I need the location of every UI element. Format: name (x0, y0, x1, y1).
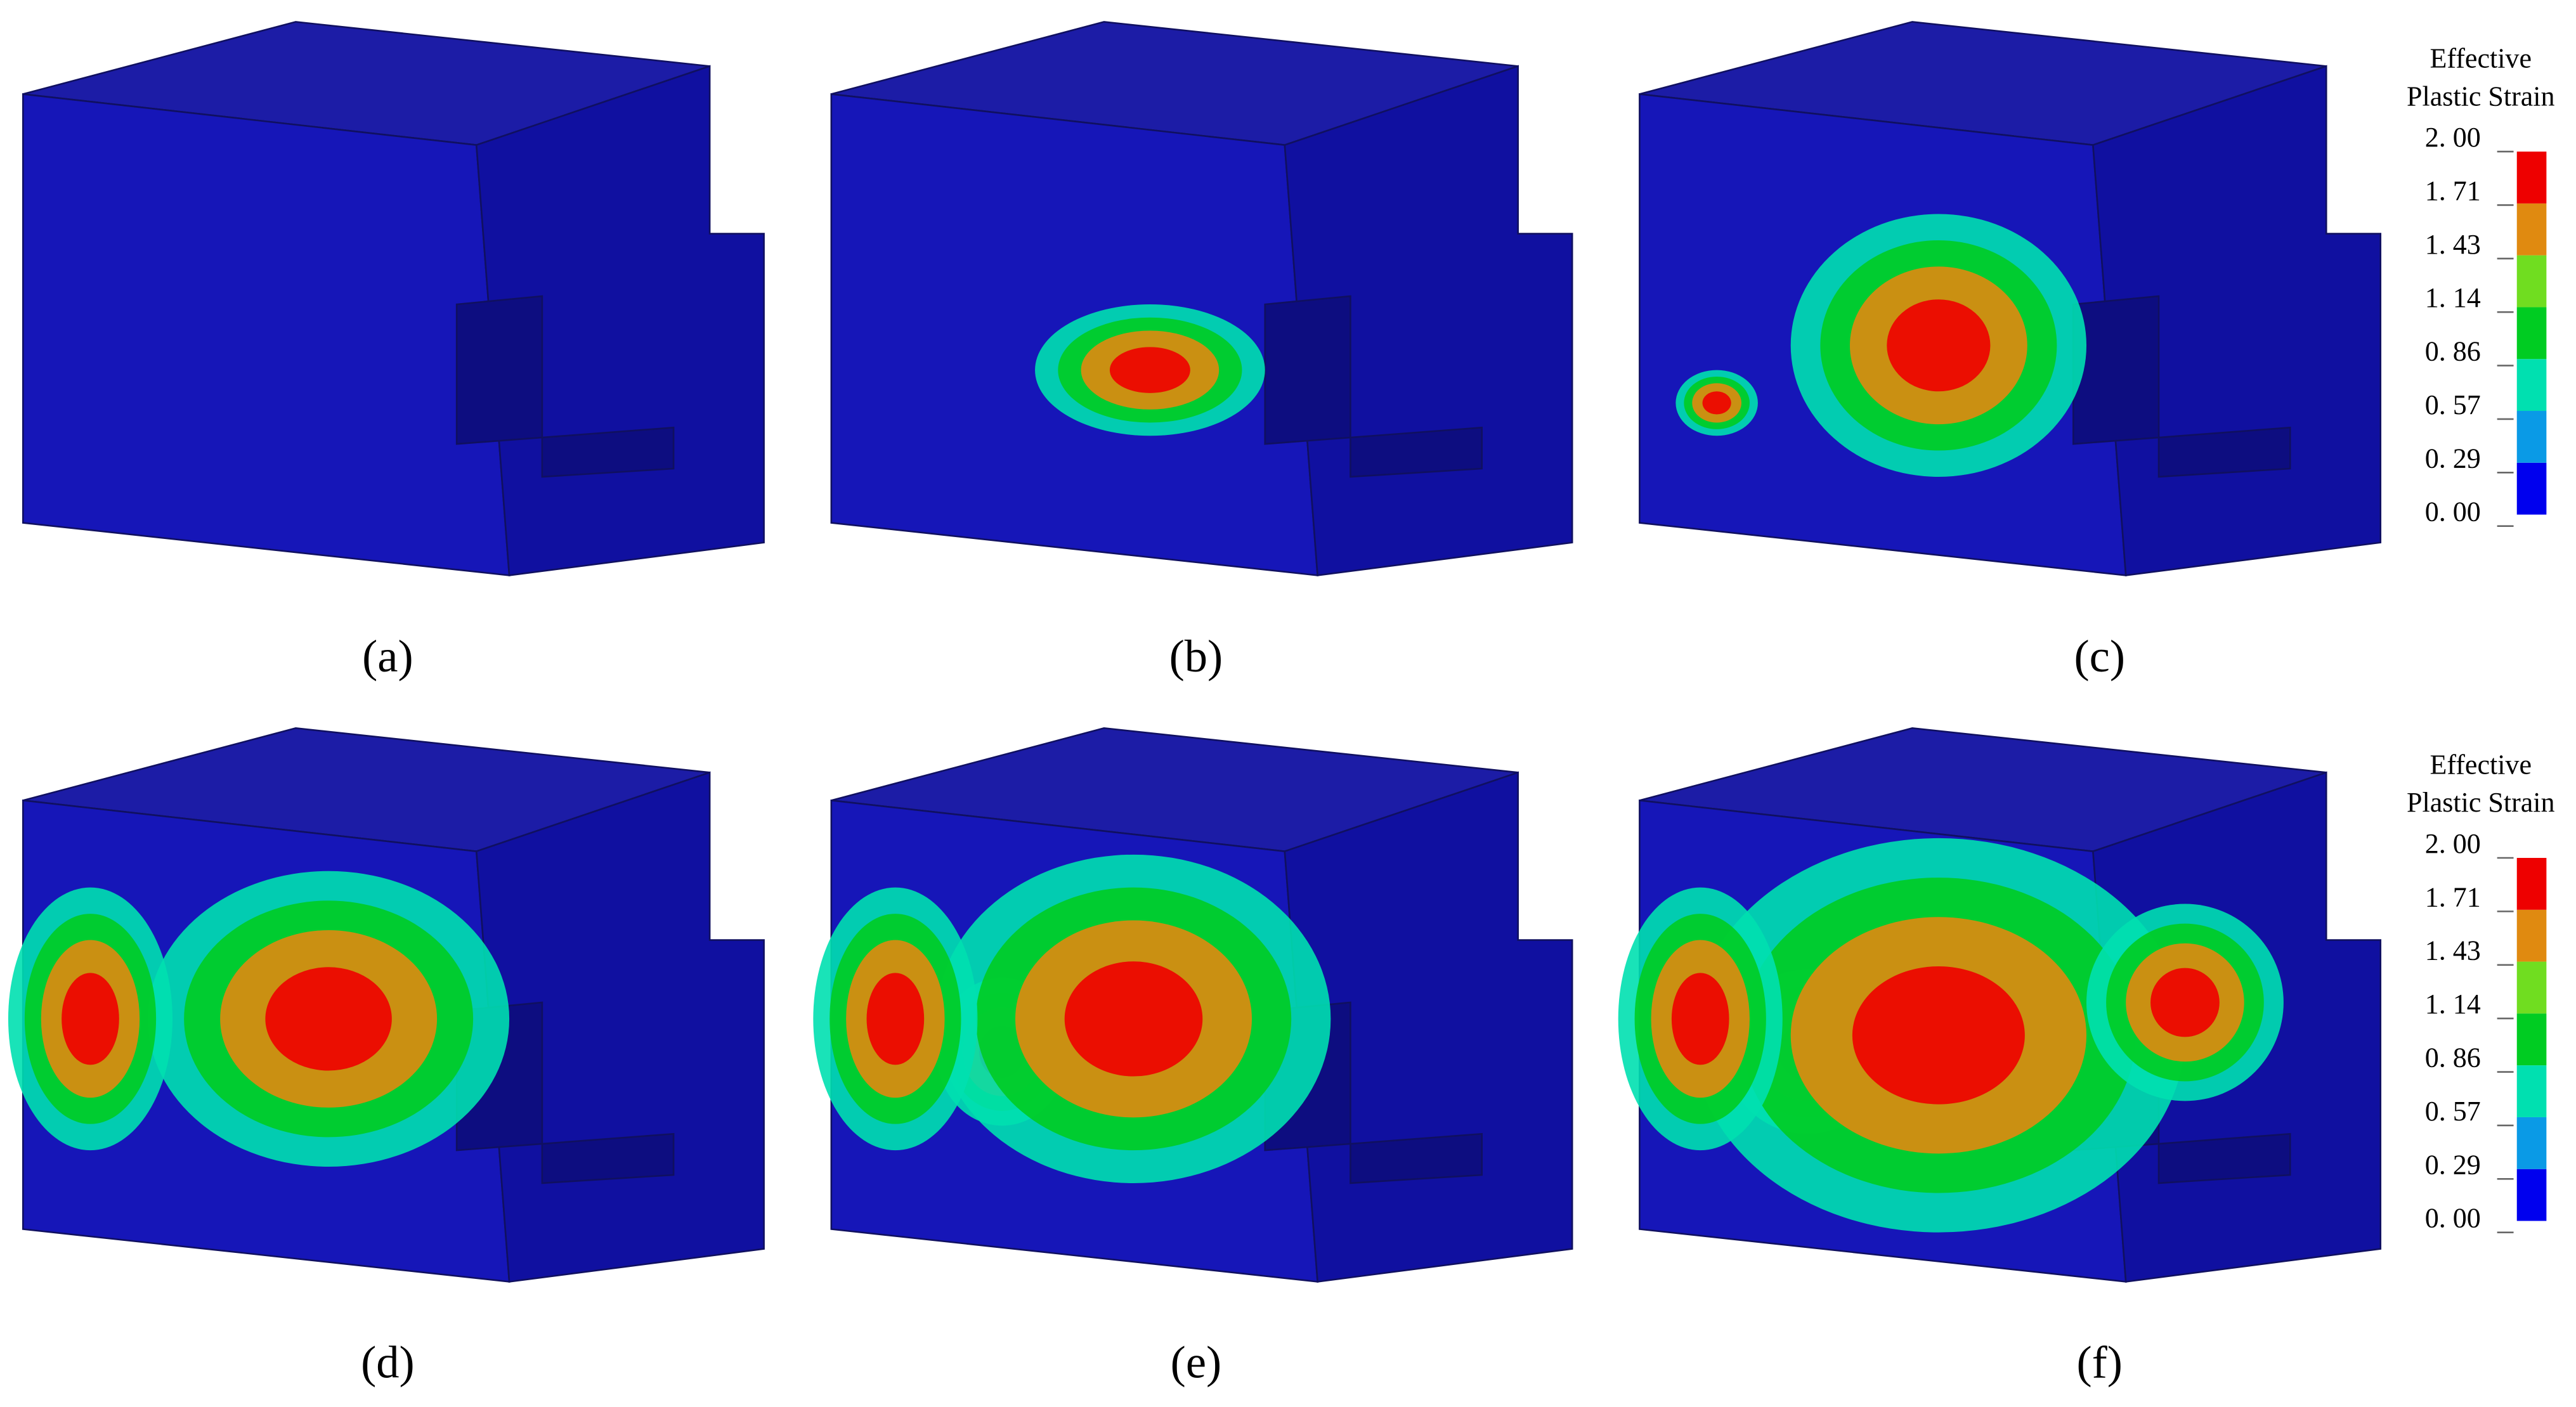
colorbar-band (2516, 858, 2547, 910)
colorbar-band (2516, 255, 2547, 308)
model-view (830, 21, 1573, 576)
strain-contour (1109, 347, 1190, 393)
legend-title: Plastic Strain (2407, 787, 2555, 818)
colorbar-band (2516, 307, 2547, 360)
legend-title: Effective (2430, 43, 2532, 74)
legend-label: 1. 71 (2425, 881, 2481, 912)
notch (455, 295, 675, 478)
damage-zone (1790, 214, 2087, 477)
colorbar-band (2516, 462, 2547, 515)
strain-contour (2150, 968, 2220, 1037)
strain-contour (62, 973, 119, 1065)
strain-contour (265, 967, 392, 1071)
panel-label: (e) (1171, 1337, 1221, 1388)
strain-contour (1852, 966, 2025, 1105)
damage-zone (1618, 887, 1783, 1151)
strain-contour (1702, 391, 1731, 415)
damage-zone (1675, 370, 1758, 436)
colorbar-band (2516, 1169, 2547, 1221)
legend-label: 0. 57 (2425, 389, 2481, 420)
damage-zone (936, 854, 1331, 1183)
front-face (22, 93, 511, 576)
legend-title: Effective (2430, 749, 2532, 781)
legend-label: 2. 00 (2425, 828, 2481, 859)
legend-label: 1. 14 (2425, 282, 2481, 313)
damage-zone (8, 887, 173, 1151)
panel-label: (a) (362, 630, 413, 682)
damage-zone (2086, 904, 2284, 1101)
strain-contour (1671, 973, 1729, 1065)
legend-label: 0. 00 (2425, 1203, 2481, 1234)
legend-label: 1. 43 (2425, 935, 2481, 966)
legend-label: 0. 86 (2425, 336, 2481, 367)
strain-contour (1064, 961, 1203, 1077)
panel-label: (b) (1169, 630, 1223, 682)
damage-zone (1035, 304, 1265, 436)
colorbar-band (2516, 961, 2547, 1014)
colorbar-band (2516, 1117, 2547, 1169)
panel-label: (c) (2074, 630, 2124, 682)
colorbar-band (2516, 909, 2547, 962)
model-view (22, 21, 765, 576)
strain-contour (1887, 299, 1991, 392)
strain-contour (866, 973, 925, 1065)
notch (455, 1001, 675, 1184)
colorbar-band (2516, 359, 2547, 412)
legend-label: 0. 00 (2425, 496, 2481, 528)
colorbar-band (2516, 152, 2547, 204)
legend-title: Plastic Strain (2407, 81, 2555, 112)
legend-label: 1. 71 (2425, 175, 2481, 206)
legend-label: 0. 29 (2425, 1149, 2481, 1180)
legend-label: 2. 00 (2425, 122, 2481, 153)
damage-zone (813, 887, 978, 1151)
panel-label: (f) (2077, 1337, 2123, 1388)
legend-label: 0. 86 (2425, 1042, 2481, 1073)
notch (1264, 295, 1483, 478)
panel-label: (d) (361, 1337, 415, 1388)
damage-zone (148, 871, 510, 1167)
notch (2072, 295, 2291, 478)
legend-label: 1. 14 (2425, 989, 2481, 1020)
colorbar-band (2516, 203, 2547, 256)
colorbar-band (2516, 1013, 2547, 1066)
legend-label: 0. 57 (2425, 1096, 2481, 1127)
colorbar-band (2516, 411, 2547, 463)
legend-label: 0. 29 (2425, 443, 2481, 474)
damage-zone (1692, 838, 2185, 1233)
colorbar-band (2516, 1065, 2547, 1117)
legend-label: 1. 43 (2425, 229, 2481, 260)
